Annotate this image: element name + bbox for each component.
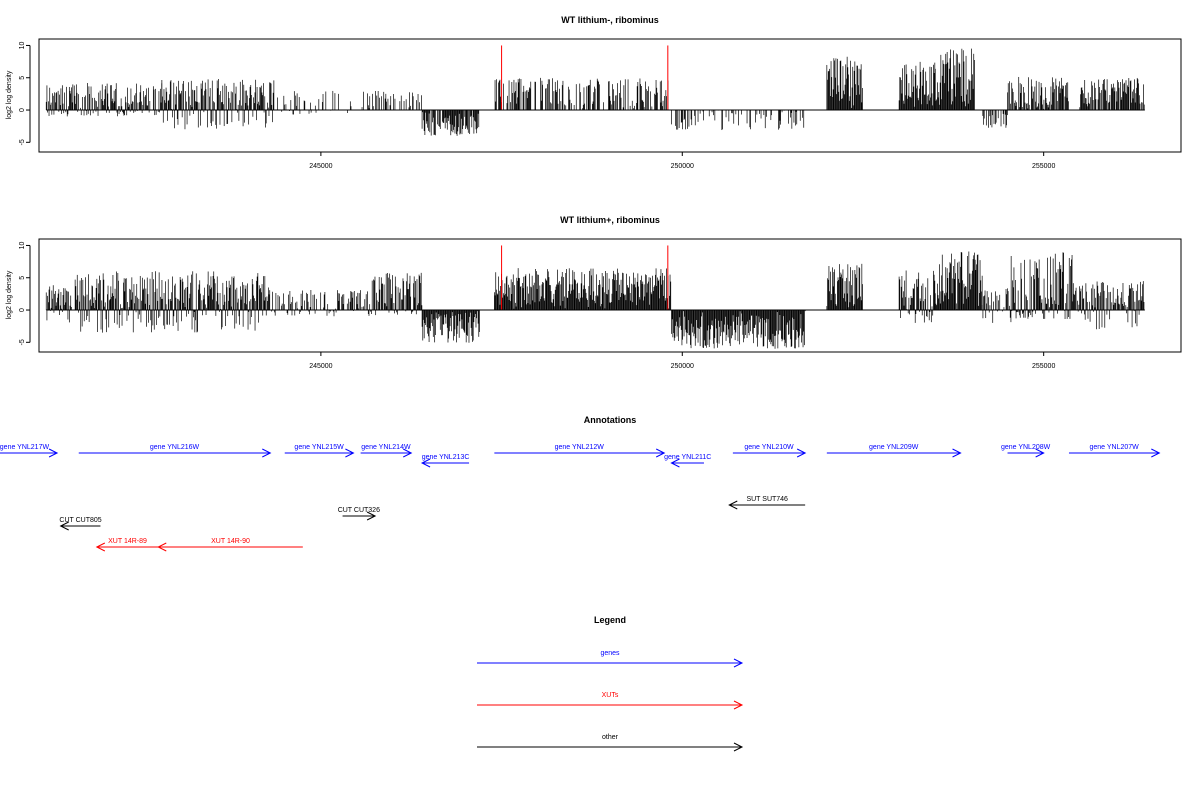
arrow-head-icon (952, 448, 962, 458)
annotation-features: gene YNL217W gene YNL216W gene YNL215W gene… (0, 444, 1161, 552)
y-tick-label: 5 (19, 76, 26, 80)
arrow-head-icon (1035, 448, 1045, 458)
arrow-head-icon (59, 521, 69, 531)
annotation-feature: CUT CUT326 (338, 507, 380, 521)
legend-panel: Legend genes XUTs other (477, 615, 744, 752)
y-tick-label: 0 (19, 308, 26, 312)
feature-label: gene YNL217W (0, 444, 49, 451)
legend-entries: genes XUTs other (477, 650, 744, 752)
arrow-head-icon (48, 448, 59, 458)
marker-lines (501, 245, 669, 311)
annotation-feature: XUT 14R-90 (157, 538, 303, 552)
x-tick-label: 255000 (1032, 163, 1055, 170)
track-panel-lithium-plus: WT lithium+, ribominus log2 log density … (6, 215, 1182, 370)
y-tick-label: 5 (19, 276, 26, 280)
annotation-feature: SUT SUT746 (728, 496, 806, 510)
feature-label: gene YNL216W (150, 444, 200, 451)
y-tick-label: -5 (19, 339, 26, 345)
arrow-head-icon (728, 500, 738, 510)
plot-frame (38, 238, 1182, 353)
annotation-feature: XUT 14R-89 (95, 538, 159, 552)
arrow-head-icon (403, 448, 413, 458)
annotation-feature: gene YNL211C (664, 454, 711, 468)
annotation-feature: gene YNL207W (1068, 444, 1161, 458)
x-tick-label: 250000 (671, 363, 694, 370)
legend-entry: XUTs (477, 692, 744, 710)
arrow-head-icon (670, 458, 680, 468)
legend-title: Legend (594, 615, 626, 625)
legend-label: XUTs (602, 692, 619, 699)
annotation-feature: gene YNL210W (732, 444, 807, 458)
signal-track (45, 48, 1145, 136)
track-title: WT lithium-, ribominus (561, 15, 659, 25)
annotation-feature: CUT CUT805 (59, 517, 102, 531)
annotation-feature: gene YNL217W (0, 444, 59, 458)
feature-label: gene YNL215W (294, 444, 344, 451)
arrow-head-icon (366, 511, 377, 521)
y-axis-label: log2 log density (6, 270, 13, 319)
plot-frame (38, 38, 1182, 153)
y-tick-label: -5 (19, 139, 26, 145)
arrow-head-icon (733, 658, 744, 668)
x-axis: 245000 250000 255000 (309, 352, 1055, 370)
arrow-head-icon (262, 448, 272, 458)
arrow-head-icon (157, 542, 167, 552)
arrow-head-icon (95, 542, 106, 552)
annotation-feature: gene YNL216W (78, 444, 272, 458)
annotations-panel: Annotations gene YNL217W gene YNL216W gene… (0, 415, 1161, 552)
x-tick-label: 245000 (309, 163, 332, 170)
feature-label: SUT SUT746 (746, 496, 788, 503)
arrow-head-icon (1151, 448, 1161, 458)
annotation-feature: gene YNL213C (420, 454, 470, 468)
track-title: WT lithium+, ribominus (560, 215, 660, 225)
annotation-feature: gene YNL214W (360, 444, 413, 458)
feature-label: gene YNL210W (744, 444, 794, 451)
marker-lines (501, 45, 669, 111)
x-tick-label: 250000 (671, 163, 694, 170)
y-tick-label: 0 (19, 108, 26, 112)
y-axis-label: log2 log density (6, 70, 13, 119)
legend-label: other (602, 734, 619, 741)
arrow-head-icon (796, 448, 807, 458)
feature-label: CUT CUT805 (59, 517, 101, 524)
feature-label: XUT 14R-90 (211, 538, 250, 545)
annotation-feature: gene YNL215W (284, 444, 355, 458)
feature-label: gene YNL212W (555, 444, 605, 451)
annotations-title: Annotations (584, 415, 637, 425)
feature-label: gene YNL207W (1089, 444, 1139, 451)
y-axis: -5 0 5 10 (19, 241, 31, 345)
x-tick-label: 255000 (1032, 363, 1055, 370)
feature-label: gene YNL208W (1001, 444, 1051, 451)
arrow-head-icon (420, 458, 431, 468)
annotation-feature: gene YNL212W (494, 444, 666, 458)
signal-track (45, 251, 1145, 349)
arrow-head-icon (655, 448, 666, 458)
arrow-head-icon (345, 448, 355, 458)
arrow-head-icon (733, 742, 744, 752)
annotation-feature: gene YNL209W (826, 444, 962, 458)
legend-entry: other (477, 734, 744, 752)
legend-label: genes (600, 650, 620, 657)
annotation-feature: gene YNL208W (1001, 444, 1051, 458)
x-tick-label: 245000 (309, 363, 332, 370)
arrow-head-icon (733, 700, 744, 710)
y-axis: -5 0 5 10 (19, 41, 31, 145)
y-tick-label: 10 (19, 41, 26, 49)
x-axis: 245000 250000 255000 (309, 152, 1055, 170)
feature-label: gene YNL211C (664, 454, 711, 461)
feature-label: CUT CUT326 (338, 507, 380, 514)
feature-label: XUT 14R-89 (108, 538, 147, 545)
feature-label: gene YNL214W (361, 444, 411, 451)
y-tick-label: 10 (19, 241, 26, 249)
track-panel-lithium-minus: WT lithium-, ribominus log2 log density … (6, 15, 1182, 170)
feature-label: gene YNL209W (869, 444, 919, 451)
legend-entry: genes (477, 650, 744, 668)
feature-label: gene YNL213C (422, 454, 470, 461)
